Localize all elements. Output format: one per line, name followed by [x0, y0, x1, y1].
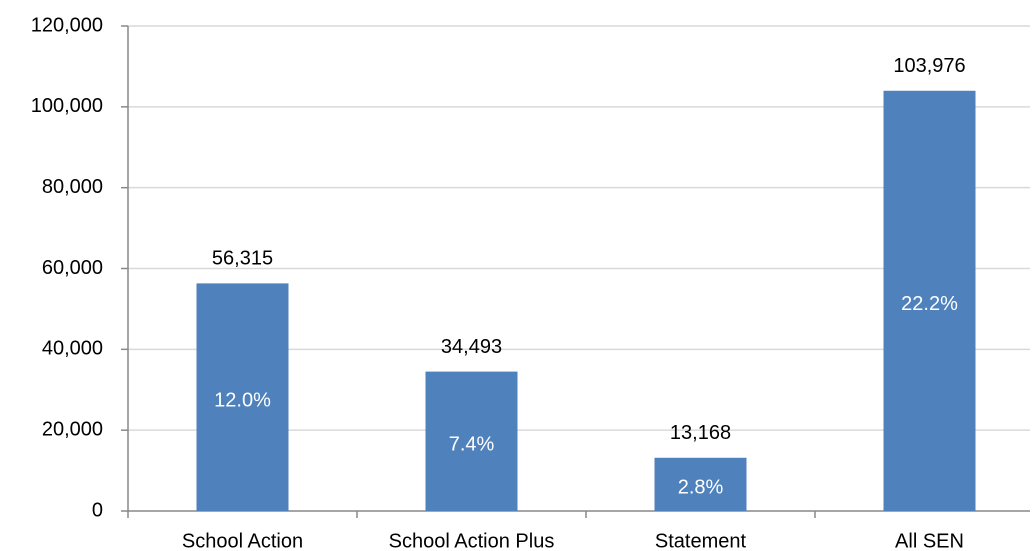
y-tick-label: 100,000 — [31, 95, 103, 117]
y-tick-label: 120,000 — [31, 14, 103, 36]
share-label: 2.8% — [678, 477, 724, 499]
y-tick-label: 20,000 — [42, 418, 103, 440]
value-label: 34,493 — [441, 336, 502, 358]
x-tick-label: All SEN — [895, 530, 964, 551]
y-tick-label: 80,000 — [42, 176, 103, 198]
y-tick-label: 0 — [92, 499, 103, 521]
y-tick-label: 60,000 — [42, 257, 103, 279]
share-label: 7.4% — [449, 434, 495, 456]
x-tick-label: School Action — [182, 530, 303, 551]
bar — [425, 371, 518, 511]
value-label: 13,168 — [670, 422, 731, 444]
share-label: 22.2% — [901, 293, 958, 315]
share-label: 12.0% — [214, 389, 271, 411]
value-label: 56,315 — [212, 248, 273, 270]
bar — [196, 283, 289, 511]
y-tick-label: 40,000 — [42, 338, 103, 360]
value-label: 103,976 — [893, 55, 965, 77]
x-tick-label: Statement — [655, 530, 747, 551]
bar — [883, 90, 976, 511]
x-tick-label: School Action Plus — [389, 530, 555, 551]
bar — [654, 457, 747, 511]
